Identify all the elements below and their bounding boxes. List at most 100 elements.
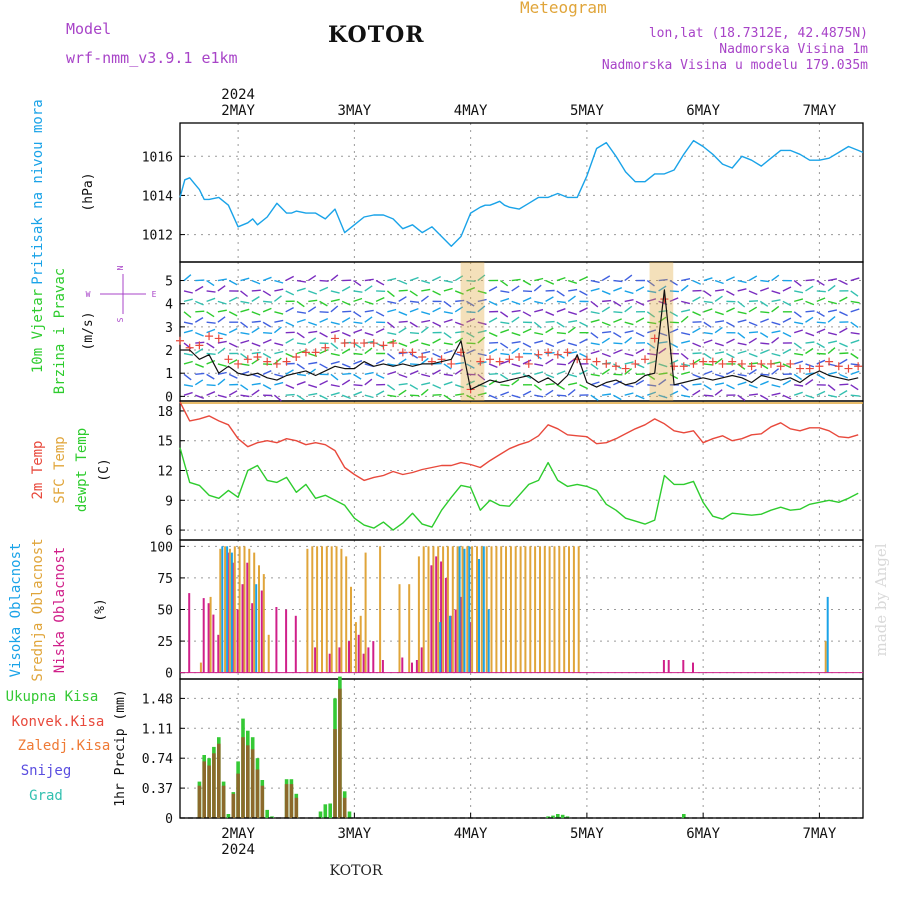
wind-barb	[545, 389, 554, 396]
xtick-top-4may: 4MAY	[454, 103, 488, 119]
cloud-bar-0	[444, 577, 447, 673]
wind-barb	[398, 311, 408, 316]
wind-barb	[500, 342, 509, 349]
wind-barb	[454, 321, 464, 326]
wind-barb	[613, 332, 622, 338]
precip-bar-1	[241, 737, 245, 818]
wind-barb	[534, 363, 544, 367]
wind-gust-point	[766, 359, 775, 368]
wind-barb	[353, 321, 363, 324]
wind-barb	[364, 378, 373, 386]
xtick-bottom-6may: 6MAY	[686, 826, 720, 842]
wind-barb	[827, 394, 838, 398]
wind-barb	[466, 380, 475, 386]
cloud-bar-2	[439, 622, 442, 673]
ytick-label-temperature-2: 12	[157, 465, 173, 480]
wind-barb	[726, 338, 735, 344]
wind-barb	[262, 338, 272, 344]
wind-barb	[827, 331, 837, 336]
wind-barb	[545, 358, 554, 365]
wind-barb	[443, 350, 453, 355]
wind-gust-point	[689, 359, 698, 368]
wind-barb	[195, 310, 205, 313]
wind-barb	[771, 305, 780, 313]
wind-barb	[590, 373, 600, 377]
wind-barb	[206, 290, 216, 293]
cloud-bar-1	[267, 634, 270, 673]
wind-barb	[545, 383, 555, 386]
wind-barb	[726, 307, 735, 313]
wind-barb	[499, 311, 509, 318]
wind-barb	[624, 299, 634, 303]
wind-barb	[342, 372, 352, 376]
wind-barb	[263, 331, 273, 334]
wind-strong-zone-1	[649, 262, 674, 401]
wind-barb	[262, 370, 272, 375]
wind-barb	[195, 332, 204, 337]
wind-barb	[432, 384, 442, 390]
wind-barb	[466, 311, 476, 314]
precip-legend-1: Konvek.Kisa	[12, 714, 105, 730]
wind-barb	[307, 275, 317, 282]
wind-barb	[421, 311, 431, 315]
wind-barb	[308, 321, 318, 326]
wind-gust-point	[224, 355, 233, 364]
ytick-label-precip-3: 1.11	[142, 722, 173, 737]
wind-barb	[183, 373, 192, 381]
wind-barb	[590, 332, 599, 339]
wind-barb	[228, 296, 238, 303]
wind-barb	[590, 342, 600, 346]
wind-barb	[703, 308, 713, 313]
wind-barb	[567, 311, 578, 316]
wind-barb	[579, 338, 588, 344]
wind-barb	[364, 371, 374, 376]
wind-barb	[760, 311, 770, 314]
wind-barb	[579, 276, 588, 282]
wind-barb	[793, 279, 802, 287]
wind-barb	[726, 290, 735, 296]
cloud-bar-2	[226, 546, 229, 673]
wind-barb	[850, 300, 860, 304]
wind-barb	[375, 328, 385, 334]
wind-barb	[240, 308, 250, 313]
wind-barb	[217, 285, 226, 292]
wind-barb	[602, 299, 612, 303]
wind-barb	[285, 369, 294, 375]
wind-barb	[658, 278, 668, 282]
wind-barb	[251, 382, 261, 386]
wind-barb	[206, 384, 216, 387]
wind-gust-point	[650, 334, 659, 343]
wind-barb	[398, 373, 408, 379]
wind-barb	[477, 373, 486, 381]
wind-barb	[737, 342, 747, 346]
grid-layer	[180, 123, 863, 819]
wind-barb	[296, 342, 306, 345]
wind-barb	[387, 363, 397, 367]
wind-barb	[330, 360, 340, 365]
wind-barb	[760, 287, 770, 292]
wind-barb	[228, 279, 238, 286]
wind-barb	[782, 363, 792, 369]
cloud-bar-0	[251, 603, 254, 673]
wind-gust-point	[311, 348, 320, 357]
wind-barb	[353, 391, 363, 396]
wind-barb	[669, 279, 678, 286]
wind-barb	[714, 295, 723, 302]
wind-barb	[477, 298, 487, 303]
cloud-bar-1	[534, 546, 537, 673]
cloud-bar-1	[442, 546, 445, 673]
wind-barb	[206, 391, 216, 396]
panel-frame-pressure	[179, 122, 864, 263]
wind-barb	[793, 329, 804, 334]
wind-barb	[692, 352, 702, 355]
wind-barb	[217, 363, 227, 367]
wind-barb	[635, 379, 645, 386]
wind-barb	[341, 317, 351, 323]
wind-barb	[330, 352, 340, 357]
footer-station: KOTOR	[330, 863, 383, 879]
wind-barb	[195, 372, 205, 376]
wind-compass-w: W	[86, 290, 91, 299]
wind-barb	[251, 342, 261, 347]
precip-legend-2: Zaledj.Kisa	[18, 738, 111, 754]
wind-barb	[375, 296, 385, 303]
